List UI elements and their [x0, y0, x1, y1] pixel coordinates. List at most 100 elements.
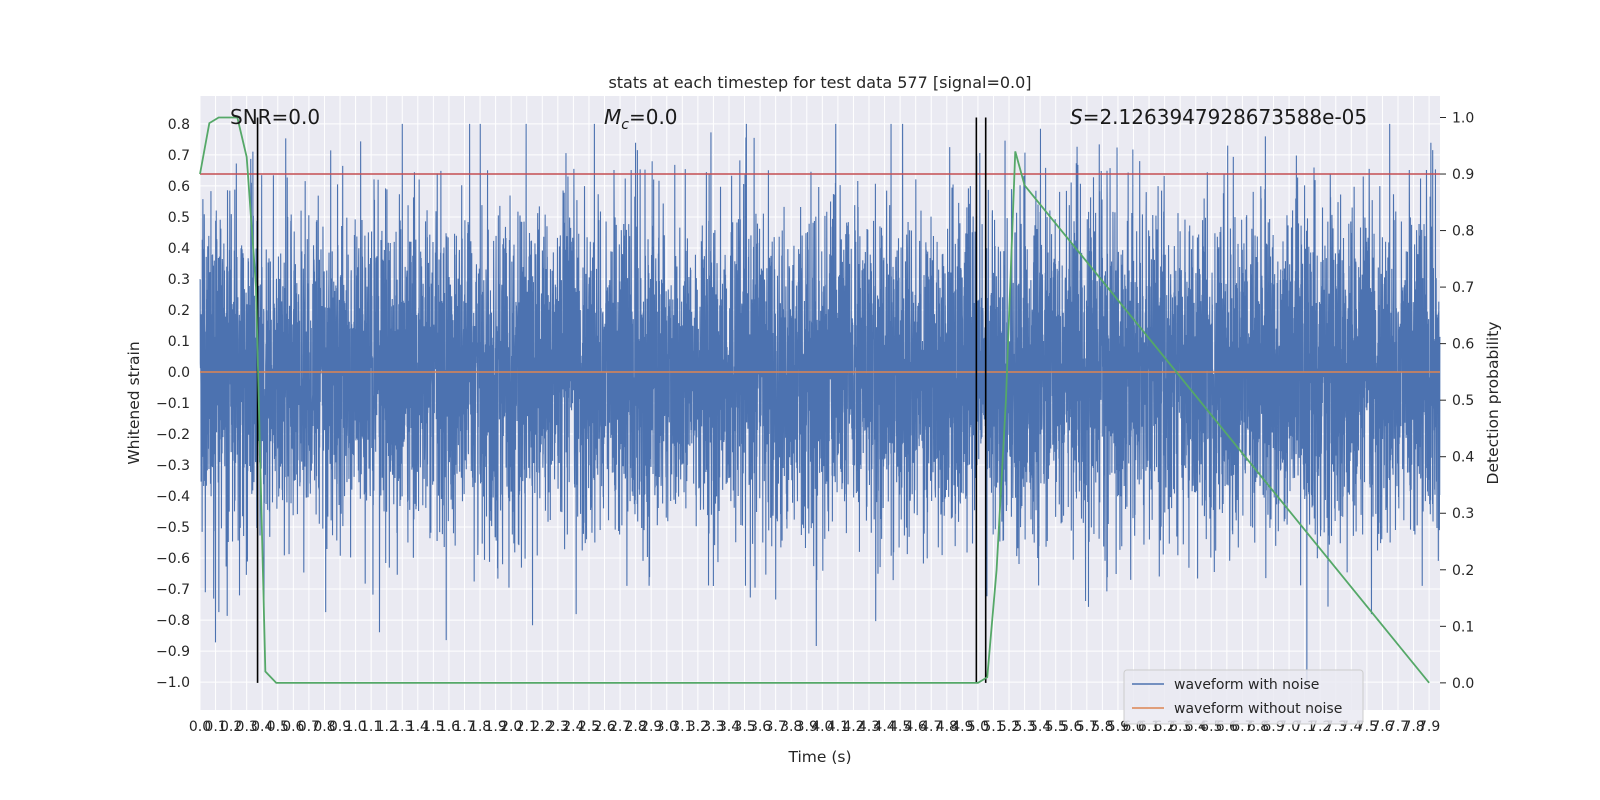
x-tick-label: 4.7: [920, 719, 942, 735]
y-tick-label: 0.3: [168, 272, 190, 288]
y-tick-label: −0.2: [156, 427, 190, 443]
y-tick-label: 0.1: [168, 334, 190, 350]
y2-axis-label: Detection probability: [1484, 322, 1502, 485]
x-tick-label: 4.4: [873, 719, 895, 735]
s-symbol: S: [1070, 105, 1083, 129]
x-tick-label: 2.2: [531, 719, 553, 735]
x-tick-label: 1.1: [360, 719, 382, 735]
y-tick-label: −1.0: [156, 675, 190, 691]
x-tick-label: 4.2: [842, 719, 864, 735]
x-tick-label: 2.9: [640, 719, 662, 735]
x-tick-label: 3.1: [671, 719, 693, 735]
y-tick-label: 0.0: [168, 365, 190, 381]
y-tick-label: −0.4: [156, 489, 190, 505]
x-tick-label: 3.3: [702, 719, 724, 735]
x-tick-label: 5.7: [1076, 719, 1098, 735]
x-tick-label: 4.9: [951, 719, 973, 735]
x-tick-label: 1.6: [438, 719, 460, 735]
y-tick-label: 0.4: [168, 241, 190, 257]
legend-box: [1123, 669, 1364, 725]
x-tick-label: 1.9: [484, 719, 506, 735]
y-tick-label: −0.8: [156, 613, 190, 629]
x-tick-label: 5.1: [982, 719, 1004, 735]
x-tick-label: 3.4: [718, 719, 740, 735]
y2-tick-label: 0.5: [1452, 393, 1474, 409]
x-tick-label: 7.6: [1371, 719, 1393, 735]
x-tick-label: 1.5: [422, 719, 444, 735]
y2-tick-label: 0.3: [1452, 506, 1474, 522]
y-tick-label: 0.5: [168, 210, 190, 226]
y2-tick-label: 0.4: [1452, 450, 1474, 466]
detection-probability-line: [199, 116, 1430, 684]
x-tick-label: 1.8: [469, 719, 491, 735]
y-tick-label: 0.6: [168, 179, 190, 195]
x-tick-label: 5.2: [998, 719, 1020, 735]
x-tick-label: 7.8: [1402, 719, 1424, 735]
y2-tick-label: 0.0: [1452, 676, 1474, 692]
y-axis-label: Whitened strain: [125, 341, 143, 464]
x-tick-label: 3.2: [687, 719, 709, 735]
x-tick-label: 0.5: [267, 719, 289, 735]
x-tick-label: 5.0: [967, 719, 989, 735]
waveform-with-noise-series: [199, 123, 1441, 683]
x-tick-label: 0.3: [236, 719, 258, 735]
x-tick-label: 7.9: [1418, 719, 1440, 735]
x-tick-label: 2.5: [578, 719, 600, 735]
y-tick-label: 0.7: [168, 148, 190, 164]
x-tick-label: 0.6: [282, 719, 304, 735]
x-axis-label: Time (s): [787, 748, 851, 766]
x-tick-label: 2.4: [562, 719, 584, 735]
y-tick-label: −0.6: [156, 551, 190, 567]
chirp-mass-symbol: M: [604, 105, 621, 129]
x-tick-label: 5.6: [1060, 719, 1082, 735]
x-tick-label: 2.7: [609, 719, 631, 735]
x-tick-label: 3.7: [765, 719, 787, 735]
x-tick-label: 2.0: [500, 719, 522, 735]
y-tick-label: 0.8: [168, 117, 190, 133]
x-tick-label: 3.5: [733, 719, 755, 735]
x-tick-label: 0.7: [298, 719, 320, 735]
x-tick-label: 7.7: [1387, 719, 1409, 735]
x-tick-label: 2.3: [547, 719, 569, 735]
x-tick-label: 4.1: [827, 719, 849, 735]
x-tick-label: 5.9: [1107, 719, 1129, 735]
x-tick-label: 3.0: [656, 719, 678, 735]
x-tick-label: 4.5: [889, 719, 911, 735]
x-tick-label: 2.8: [625, 719, 647, 735]
y-tick-label: −0.9: [156, 644, 190, 660]
s-annotation: S=2.1263947928673588e-05: [1070, 105, 1367, 129]
legend: waveform with noise waveform without noi…: [1123, 669, 1364, 725]
x-tick-label: 5.8: [1091, 719, 1113, 735]
y2-tick-label: 0.6: [1452, 337, 1474, 353]
y2-tick-label: 1.0: [1452, 110, 1474, 126]
x-tick-label: 4.3: [858, 719, 880, 735]
x-tick-label: 3.9: [796, 719, 818, 735]
x-tick-label: 0.9: [329, 719, 351, 735]
y2-tick-label: 0.7: [1452, 280, 1474, 296]
x-tick-label: 4.8: [936, 719, 958, 735]
x-tick-label: 1.7: [453, 719, 475, 735]
y2-tick-label: 0.9: [1452, 167, 1474, 183]
x-tick-label: 0.0: [189, 719, 211, 735]
x-tick-label: 2.1: [516, 719, 538, 735]
snr-annotation: SNR=0.0: [230, 105, 320, 129]
x-tick-label: 0.1: [204, 719, 226, 735]
chirp-mass-annotation: Mc=0.0: [604, 105, 678, 133]
x-tick-label: 5.5: [1045, 719, 1067, 735]
x-tick-label: 1.0: [344, 719, 366, 735]
chart-title: stats at each timestep for test data 577…: [608, 73, 1031, 92]
x-tick-label: 1.4: [407, 719, 429, 735]
x-tick-label: 3.6: [749, 719, 771, 735]
y-ticks: 0.8 0.7 0.6 0.5 0.4 0.3 0.2 0.1 0.0 −0.1 −0.2 −0.3 −…: [156, 117, 190, 691]
x-tick-label: 1.3: [391, 719, 413, 735]
y-tick-label: −0.5: [156, 520, 190, 536]
x-tick-label: 4.0: [811, 719, 833, 735]
x-tick-label: 5.3: [1013, 719, 1035, 735]
y-tick-label: −0.3: [156, 458, 190, 474]
y2-ticks: 1.0 0.9 0.8 0.7 0.6 0.5 0.4 0.3 0.2 0.1 0.0: [1440, 110, 1474, 692]
legend-label-noise: waveform with noise: [1174, 677, 1319, 693]
noise-trace: [199, 123, 1441, 683]
y-tick-label: −0.7: [156, 582, 190, 598]
x-tick-label: 2.6: [593, 719, 615, 735]
